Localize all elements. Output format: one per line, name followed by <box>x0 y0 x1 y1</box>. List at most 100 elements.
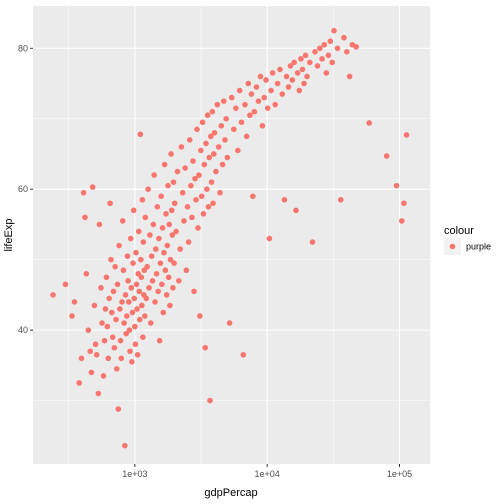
data-point <box>126 327 133 333</box>
data-point <box>192 175 198 182</box>
data-point <box>217 189 223 196</box>
data-point <box>124 313 130 319</box>
data-point <box>167 256 174 263</box>
data-point <box>130 207 137 214</box>
data-point <box>128 285 135 291</box>
data-point <box>294 70 301 76</box>
data-point <box>129 359 135 365</box>
data-point <box>231 126 237 133</box>
data-point <box>189 214 195 221</box>
data-point <box>137 131 144 138</box>
data-point <box>321 41 328 48</box>
data-point <box>366 120 372 126</box>
data-point <box>242 101 248 108</box>
data-point <box>96 221 103 228</box>
y-tick-label: 60 <box>18 184 28 194</box>
data-point <box>251 108 258 115</box>
data-point <box>200 211 207 217</box>
data-point <box>147 232 153 238</box>
data-point <box>113 366 120 372</box>
data-point <box>197 313 203 319</box>
data-point <box>117 337 124 344</box>
data-point <box>108 256 114 263</box>
data-point <box>301 80 307 87</box>
data-point <box>218 122 225 129</box>
data-point <box>120 267 127 274</box>
data-point <box>139 196 146 203</box>
data-point <box>298 56 304 62</box>
data-point <box>243 133 250 140</box>
data-point <box>213 168 219 175</box>
data-point <box>134 306 140 312</box>
data-point <box>140 239 147 245</box>
y-tick-label: 80 <box>18 43 28 53</box>
data-point <box>259 122 266 129</box>
data-point <box>116 242 122 249</box>
data-point <box>156 235 162 242</box>
data-point <box>114 281 121 288</box>
data-point <box>314 63 321 69</box>
data-point <box>327 38 334 45</box>
data-point <box>78 355 85 362</box>
data-point <box>98 285 104 291</box>
data-point <box>393 182 400 189</box>
data-point <box>161 161 168 168</box>
data-point <box>168 207 175 214</box>
data-point <box>117 306 123 312</box>
data-point <box>168 151 174 157</box>
data-point <box>105 355 112 362</box>
data-point <box>119 299 125 305</box>
data-point <box>210 151 217 157</box>
data-point <box>277 66 283 73</box>
data-point <box>261 94 268 101</box>
data-point <box>191 288 197 295</box>
data-point <box>383 153 390 159</box>
data-point <box>204 112 211 119</box>
data-point <box>154 204 161 210</box>
data-point <box>214 101 221 108</box>
data-point <box>110 288 117 295</box>
data-point <box>125 299 132 305</box>
data-point <box>188 182 194 189</box>
data-point <box>170 179 177 185</box>
data-point <box>102 306 109 312</box>
data-point <box>165 182 171 189</box>
data-point <box>148 253 155 259</box>
data-point <box>263 77 269 83</box>
data-point <box>106 295 112 302</box>
data-point <box>136 316 143 323</box>
data-point <box>159 281 165 288</box>
data-point <box>207 397 213 404</box>
data-point <box>107 200 113 207</box>
x-axis-ticks: 1e+03 1e+04 1e+05 <box>122 464 412 479</box>
data-point <box>179 189 186 196</box>
major-gridlines <box>33 6 430 464</box>
data-point <box>331 27 337 34</box>
data-point <box>109 309 115 316</box>
data-point <box>134 351 141 358</box>
data-point <box>228 94 235 101</box>
x-tick-label: 1e+05 <box>387 469 412 479</box>
data-point <box>190 158 196 164</box>
data-point <box>195 225 201 231</box>
data-point <box>112 263 118 270</box>
data-point <box>62 281 69 288</box>
data-point <box>325 52 332 59</box>
data-point <box>127 348 133 355</box>
y-axis-ticks: 40 60 80 <box>18 43 33 335</box>
data-point <box>323 70 330 76</box>
data-point <box>334 45 341 52</box>
x-axis-title: gdpPercap <box>204 487 257 499</box>
data-point <box>238 119 245 126</box>
legend-label: purple <box>466 242 491 252</box>
data-point <box>143 295 150 302</box>
data-point <box>209 108 216 115</box>
data-point <box>281 196 288 203</box>
data-point <box>146 285 152 291</box>
data-point <box>140 334 146 340</box>
data-point <box>403 132 410 138</box>
data-point <box>139 302 145 309</box>
data-point <box>291 59 297 66</box>
data-point <box>123 330 129 337</box>
data-point <box>285 84 292 90</box>
